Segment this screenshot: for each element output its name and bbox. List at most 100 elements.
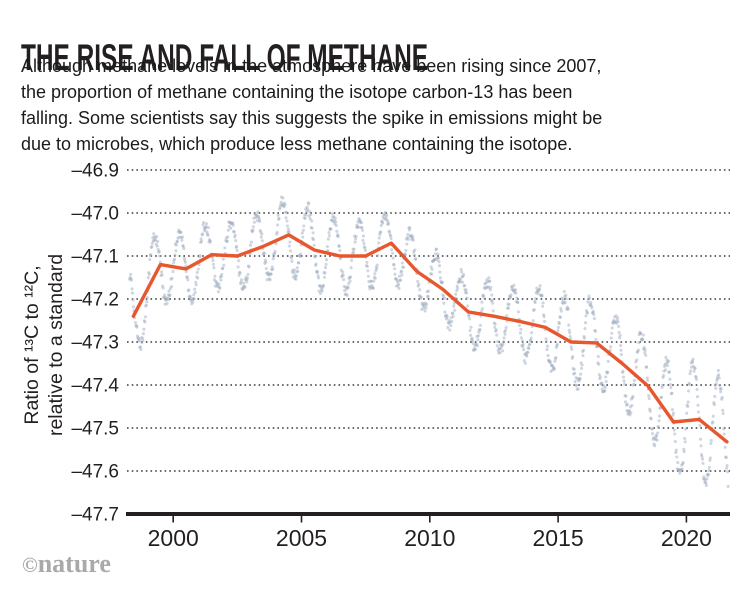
scatter-point <box>400 273 404 277</box>
scatter-point <box>292 271 296 275</box>
scatter-point <box>538 284 542 288</box>
scatter-point <box>216 290 220 294</box>
scatter-point <box>596 355 600 359</box>
scatter-point <box>185 275 189 279</box>
scatter-point <box>451 314 455 318</box>
scatter-point <box>637 341 641 345</box>
scatter-point <box>312 243 316 247</box>
y-axis-title: Ratio of ¹³C to ¹²C, relative to a standa… <box>21 254 67 436</box>
scatter-point <box>399 269 404 273</box>
scatter-point <box>225 239 229 243</box>
scatter-point <box>458 280 462 284</box>
scatter-point <box>600 387 604 391</box>
scatter-point <box>317 276 321 280</box>
scatter-point <box>387 222 391 226</box>
scatter-point <box>324 262 328 266</box>
scatter-point <box>389 234 393 238</box>
scatter-point <box>231 223 235 227</box>
scatter-point <box>540 294 544 298</box>
scatter-point <box>192 293 196 297</box>
scatter-point <box>725 463 729 468</box>
scatter-point <box>657 414 662 418</box>
scatter-point <box>659 395 664 399</box>
scatter-point <box>460 270 464 274</box>
scatter-point <box>310 219 314 223</box>
scatter-point <box>471 341 475 345</box>
scatter-point <box>470 339 475 343</box>
scatter-point <box>689 369 693 373</box>
scatter-point <box>369 279 373 284</box>
scatter-point <box>674 451 678 455</box>
scatter-point <box>301 235 305 239</box>
scatter-point <box>581 348 586 352</box>
scatter-point <box>251 228 255 232</box>
scatter-point <box>449 323 453 328</box>
scatter-point <box>467 313 471 317</box>
scatter-point <box>536 292 540 296</box>
scatter-point <box>502 336 506 340</box>
scatter-point <box>195 270 199 275</box>
scatter-point <box>411 238 415 242</box>
scatter-point <box>362 242 366 246</box>
scatter-point <box>507 302 511 306</box>
scatter-point <box>179 230 183 234</box>
scatter-point <box>206 226 211 230</box>
scatter-point <box>288 249 292 253</box>
scatter-point <box>655 438 659 442</box>
scatter-point <box>352 247 356 251</box>
scatter-point <box>493 325 497 329</box>
scatter-point <box>141 332 145 336</box>
scatter-point <box>604 375 608 379</box>
scatter-point <box>426 294 430 298</box>
scatter-point <box>191 300 195 304</box>
scatter-point <box>528 342 532 346</box>
scatter-point <box>647 396 651 401</box>
scatter-point <box>538 287 542 291</box>
scatter-point <box>566 307 570 311</box>
scatter-point <box>709 441 713 446</box>
scatter-point <box>298 254 302 259</box>
scatter-point <box>442 296 446 300</box>
scatter-point <box>641 338 645 342</box>
scatter-point <box>598 375 602 379</box>
scatter-point <box>597 362 601 366</box>
scatter-point <box>490 293 494 297</box>
scatter-point <box>717 373 721 377</box>
scatter-point <box>248 243 253 247</box>
description-line: due to microbes, which produce less meth… <box>21 134 573 154</box>
scatter-point <box>213 274 217 278</box>
scatter-point <box>568 331 572 335</box>
scatter-point <box>155 234 159 239</box>
scatter-point <box>567 323 571 327</box>
scatter-point <box>543 319 547 323</box>
scatter-point <box>329 227 333 231</box>
scatter-point <box>232 230 236 234</box>
scatter-point <box>480 300 484 304</box>
scatter-point <box>668 377 672 381</box>
scatter-point <box>397 274 402 278</box>
scatter-point <box>446 326 450 330</box>
scatter-point <box>533 300 537 305</box>
scatter-point <box>648 409 652 413</box>
scatter-point <box>616 316 620 320</box>
scatter-point <box>235 248 239 252</box>
scatter-point <box>299 252 303 256</box>
scatter-point <box>346 286 350 290</box>
scatter-point <box>388 230 392 234</box>
scatter-point <box>653 444 657 448</box>
scatter-point <box>302 224 306 228</box>
scatter-point <box>609 345 613 349</box>
scatter-point <box>147 272 151 276</box>
scatter-point <box>321 284 326 288</box>
scatter-point <box>651 431 655 436</box>
scatter-point <box>490 298 494 302</box>
scatter-point <box>643 348 647 352</box>
scatter-point <box>180 238 184 242</box>
svg-text:Ratio of ¹³C to ¹²C,: Ratio of ¹³C to ¹²C, <box>21 265 43 424</box>
scatter-point <box>233 233 237 237</box>
scatter-point <box>495 333 499 337</box>
scatter-point <box>687 389 691 393</box>
scatter-point <box>657 419 661 423</box>
scatter-point <box>347 281 351 286</box>
